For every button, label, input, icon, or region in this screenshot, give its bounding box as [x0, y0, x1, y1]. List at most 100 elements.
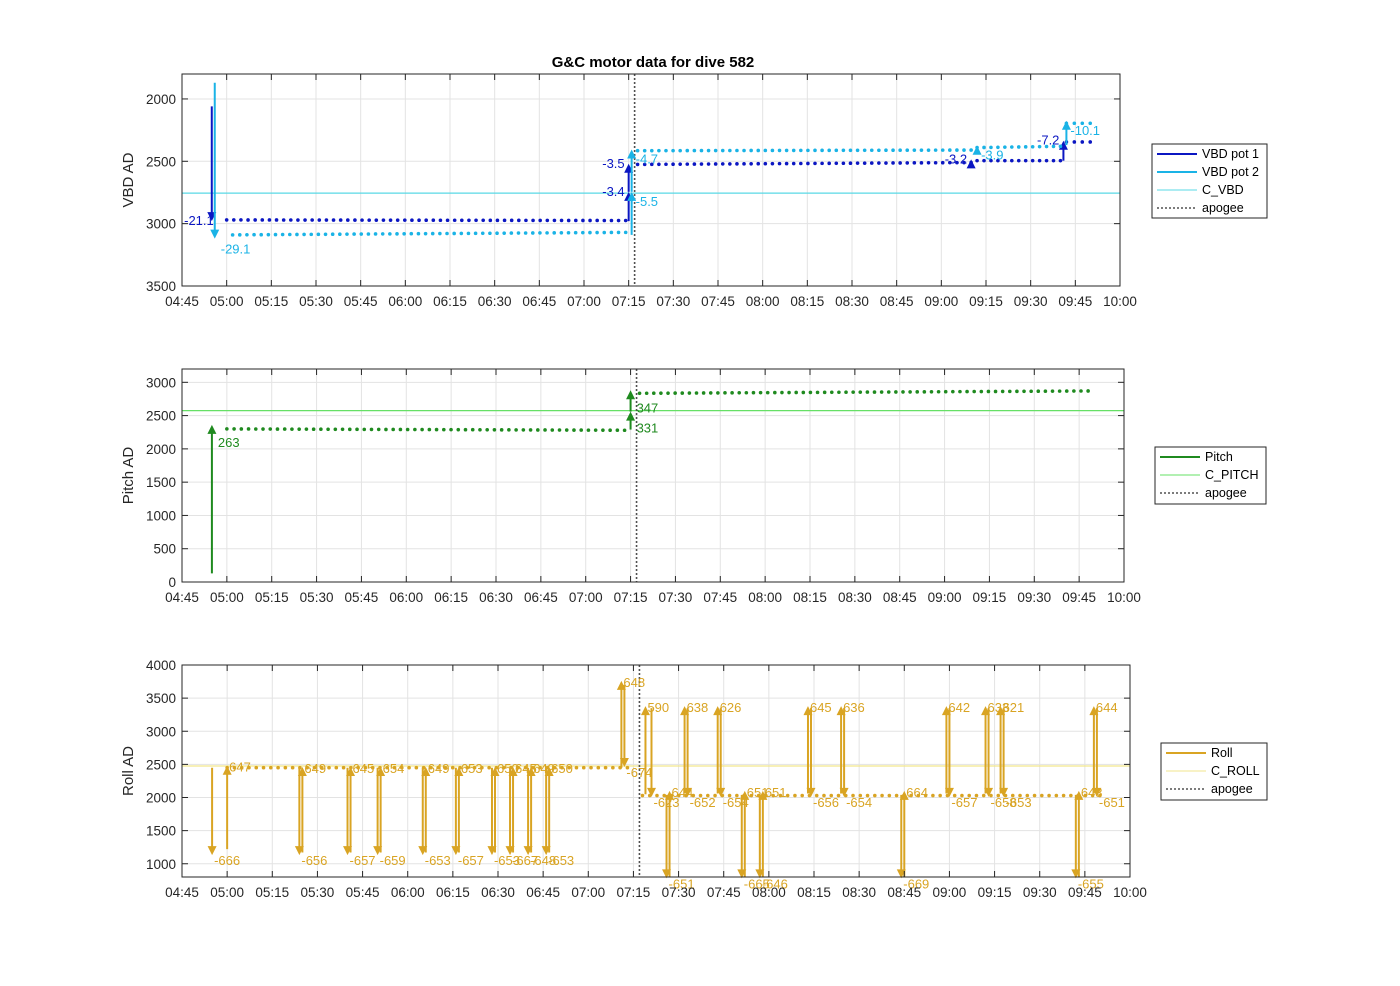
data-point: [369, 427, 374, 432]
data-point: [972, 389, 976, 394]
data-point: [642, 148, 647, 153]
data-point: [385, 765, 390, 770]
data-point: [912, 148, 917, 152]
legend-entry: apogee: [1211, 782, 1253, 796]
data-point: [253, 427, 258, 431]
motor-move-arrowhead: [490, 767, 500, 777]
motor-move-arrowhead: [376, 767, 386, 777]
legend-entry: VBD pot 2: [1202, 165, 1259, 179]
data-point: [414, 765, 419, 770]
motor-move-arrowhead: [207, 424, 217, 434]
data-point: [657, 162, 661, 167]
data-point: [926, 148, 931, 152]
data-point: [659, 391, 663, 395]
data-point: [996, 145, 1000, 150]
data-point: [326, 427, 330, 432]
y-axis-label: Roll AD: [120, 746, 137, 796]
legend-box: [1151, 143, 1268, 219]
y-tick-label: 1000: [146, 857, 176, 872]
data-point: [791, 161, 796, 166]
x-tick-label: 07:00: [569, 590, 603, 605]
data-point: [735, 148, 739, 153]
data-point: [239, 218, 243, 222]
data-point: [916, 793, 921, 798]
data-point: [488, 231, 492, 236]
data-point: [951, 389, 955, 394]
data-point: [616, 230, 621, 235]
data-point: [1072, 121, 1077, 126]
move-label: -659: [380, 853, 406, 868]
data-point: [472, 765, 477, 770]
data-point: [268, 427, 273, 431]
data-point: [744, 390, 749, 395]
data-point: [651, 391, 656, 396]
data-point: [573, 230, 578, 235]
move-label: 331: [637, 421, 659, 436]
data-point: [1029, 389, 1033, 394]
data-point: [806, 148, 810, 153]
data-point: [516, 231, 521, 235]
x-tick-label: 08:00: [748, 590, 782, 605]
data-point: [862, 161, 867, 165]
data-point: [1007, 389, 1012, 394]
y-tick-label: 1000: [146, 508, 176, 523]
data-point: [706, 162, 711, 166]
data-point: [623, 218, 628, 223]
data-point: [246, 427, 251, 431]
move-label: 649: [428, 761, 450, 776]
data-point: [376, 427, 381, 432]
data-point: [969, 148, 973, 152]
y-tick-label: 3000: [146, 724, 176, 739]
data-point: [1088, 121, 1093, 126]
data-point: [1018, 793, 1022, 798]
x-tick-label: 05:45: [345, 590, 379, 605]
y-tick-label: 3000: [146, 375, 176, 390]
data-point: [485, 427, 489, 432]
data-point: [442, 427, 446, 432]
data-point: [996, 158, 1000, 163]
data-point: [338, 232, 342, 236]
motor-move-arrowhead: [966, 159, 976, 169]
data-point: [716, 391, 720, 395]
data-point: [514, 428, 518, 432]
data-point: [877, 148, 881, 153]
data-point: [501, 765, 506, 770]
data-point: [566, 218, 571, 223]
move-label: 347: [637, 400, 659, 415]
x-tick-label: 08:15: [797, 885, 831, 900]
data-point: [649, 148, 654, 153]
move-label: 654: [383, 761, 405, 776]
data-point: [908, 390, 912, 394]
legend-entry: Pitch: [1205, 450, 1233, 464]
data-point: [595, 230, 599, 235]
data-point: [699, 148, 704, 153]
data-point: [545, 218, 550, 223]
plot-area: [182, 369, 1124, 582]
data-point: [333, 427, 338, 432]
data-point: [887, 793, 892, 798]
move-label: -3.2: [945, 151, 967, 166]
data-point: [986, 389, 991, 394]
move-label: 651: [765, 785, 787, 800]
data-point: [304, 427, 309, 431]
y-tick-label: 3500: [146, 691, 176, 706]
data-point: [1037, 158, 1042, 163]
move-label: -666: [214, 853, 240, 868]
x-tick-label: 06:45: [522, 294, 556, 309]
move-label: -21.1: [184, 213, 214, 228]
data-point: [993, 389, 998, 394]
data-point: [649, 162, 654, 167]
motor-move-arrowhead: [683, 787, 693, 797]
x-tick-label: 07:15: [614, 590, 648, 605]
data-point: [923, 793, 928, 798]
data-point: [952, 793, 957, 798]
data-point: [884, 161, 888, 165]
y-tick-label: 2500: [146, 154, 176, 169]
x-tick-label: 09:45: [1058, 294, 1092, 309]
data-point: [245, 232, 249, 237]
data-point: [380, 232, 385, 236]
data-point: [552, 765, 557, 770]
data-point: [931, 793, 935, 798]
